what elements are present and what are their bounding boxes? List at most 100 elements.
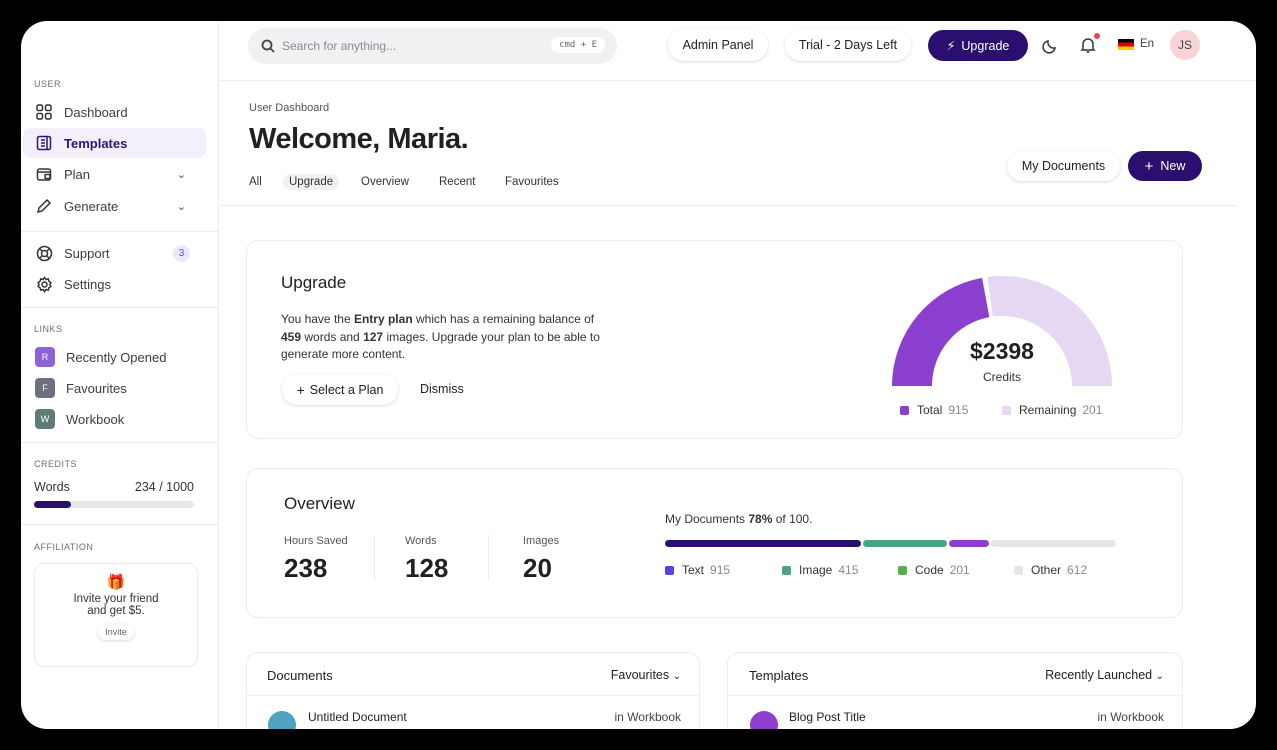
link-recently-opened[interactable]: R Recently Opened (23, 342, 206, 372)
legend-total: Total 915 (900, 403, 968, 417)
legend-swatch (1014, 565, 1023, 575)
trial-button[interactable]: Trial - 2 Days Left (785, 29, 911, 61)
gauge-amount: $2398 (970, 338, 1034, 364)
topbar: Search for anything... cmd + E Admin Pan… (219, 21, 1256, 81)
stat-words: Words 128 (405, 535, 449, 583)
new-button[interactable]: + New (1128, 151, 1202, 181)
moon-icon[interactable] (1042, 38, 1058, 54)
affiliation-card: 🎁 Invite your friend and get $5. Invite (34, 563, 198, 667)
legend-swatch (898, 565, 907, 575)
upgrade-description: You have the Entry plan which has a rema… (281, 312, 600, 361)
tab-all[interactable]: All (249, 176, 262, 188)
divider (219, 205, 1236, 206)
search-input[interactable]: Search for anything... cmd + E (248, 28, 617, 64)
notification-dot (1094, 33, 1100, 39)
my-documents-button[interactable]: My Documents (1007, 151, 1120, 181)
upgrade-title: Upgrade (281, 273, 347, 292)
sidebar-item-support[interactable]: Support 3 (23, 238, 206, 268)
avatar[interactable]: JS (1170, 30, 1200, 60)
sidebar-item-label: Dashboard (64, 104, 128, 120)
select-plan-label: Select a Plan (309, 382, 384, 397)
credits-label: Words (34, 480, 70, 494)
template-location: in Workbook (1097, 710, 1164, 724)
upgrade-button[interactable]: ⚡︎ Upgrade (928, 30, 1028, 61)
sidebar-item-label: Generate (64, 198, 119, 214)
chevron-down-icon: ⌄ (176, 168, 186, 181)
chevron-down-icon: ⌄ (672, 671, 681, 682)
sidebar-item-label: Settings (64, 276, 111, 292)
divider (21, 231, 219, 232)
admin-panel-button[interactable]: Admin Panel (668, 29, 768, 61)
gauge-remaining-arc (987, 276, 1112, 386)
sidebar-item-settings[interactable]: Settings (23, 269, 206, 299)
germany-flag-icon[interactable] (1118, 39, 1134, 50)
stat-hours-saved: Hours Saved 238 (284, 535, 348, 583)
plus-icon: + (1144, 157, 1154, 175)
gear-icon (35, 275, 53, 293)
app-window: USER Dashboard Templates Plan ⌄ Generate ⌄… (21, 21, 1256, 729)
section-credits: CREDITS (34, 459, 78, 469)
section-affiliation: AFFILIATION (34, 542, 94, 552)
language-selector[interactable]: En (1140, 38, 1155, 50)
legend-swatch (900, 405, 909, 415)
legend-swatch (1002, 405, 1011, 415)
legend-image: Image 415 (782, 563, 858, 577)
invite-button[interactable]: Invite (98, 624, 134, 640)
main-content: User Dashboard Welcome, Maria. All Upgra… (219, 81, 1256, 729)
documents-filter-dropdown[interactable]: Favourites ⌄ (610, 668, 681, 682)
grid-icon (35, 103, 53, 121)
lifebuoy-icon (35, 244, 53, 262)
wallet-icon (35, 165, 53, 183)
sidebar-item-generate[interactable]: Generate ⌄ (23, 191, 206, 221)
divider (247, 695, 699, 696)
sidebar-item-label: Plan (64, 166, 91, 182)
divider (374, 535, 375, 581)
template-name[interactable]: Blog Post Title (789, 710, 866, 724)
document-location: in Workbook (614, 710, 681, 724)
shortcut-hint: cmd + E (551, 37, 605, 53)
link-workbook[interactable]: W Workbook (23, 404, 206, 434)
gift-icon: 🎁 (106, 574, 126, 591)
link-label: Favourites (66, 380, 127, 396)
upgrade-label: Upgrade (961, 38, 1010, 53)
dismiss-button[interactable]: Dismiss (420, 382, 464, 396)
link-avatar: W (35, 409, 55, 429)
legend-code: Code 201 (898, 563, 970, 577)
legend-other: Other 612 (1014, 563, 1087, 577)
select-plan-button[interactable]: + Select a Plan (282, 374, 398, 405)
tab-overview[interactable]: Overview (361, 176, 409, 188)
support-badge: 3 (173, 244, 190, 262)
pencil-icon (35, 197, 53, 215)
gauge-label: Credits (982, 370, 1021, 384)
tab-upgrade[interactable]: Upgrade (283, 174, 340, 190)
breadcrumb: User Dashboard (249, 102, 330, 114)
documents-usage-text: My Documents 78% of 100. (665, 512, 813, 526)
sidebar-item-label: Templates (64, 135, 128, 151)
documents-usage-bar (665, 540, 1116, 547)
tab-recent[interactable]: Recent (439, 176, 476, 188)
templates-filter-dropdown[interactable]: Recently Launched ⌄ (1045, 668, 1164, 682)
link-favourites[interactable]: F Favourites (23, 373, 206, 403)
credits-gauge (892, 276, 1112, 386)
section-user: USER (34, 79, 62, 89)
document-name[interactable]: Untitled Document (308, 710, 407, 724)
bell-icon[interactable] (1080, 36, 1096, 54)
affiliation-text: Invite your friend (73, 593, 159, 605)
legend-swatch (782, 565, 791, 575)
divider (21, 307, 219, 308)
document-avatar (268, 711, 296, 729)
documents-card: Documents Favourites ⌄ Untitled Document… (246, 652, 700, 729)
legend-remaining: Remaining 201 (1002, 403, 1102, 417)
sidebar-item-plan[interactable]: Plan ⌄ (23, 159, 206, 189)
sidebar-item-templates[interactable]: Templates (23, 128, 206, 158)
credits-value: 234 / 1000 (134, 480, 194, 494)
page-title: Welcome, Maria. (249, 123, 469, 155)
divider (21, 442, 219, 443)
tab-favourites[interactable]: Favourites (505, 176, 559, 188)
sidebar-item-dashboard[interactable]: Dashboard (23, 97, 206, 127)
documents-title: Documents (267, 668, 333, 683)
divider (728, 695, 1182, 696)
divider (21, 524, 219, 525)
stat-images: Images 20 (523, 535, 560, 583)
plus-icon: + (296, 381, 305, 398)
